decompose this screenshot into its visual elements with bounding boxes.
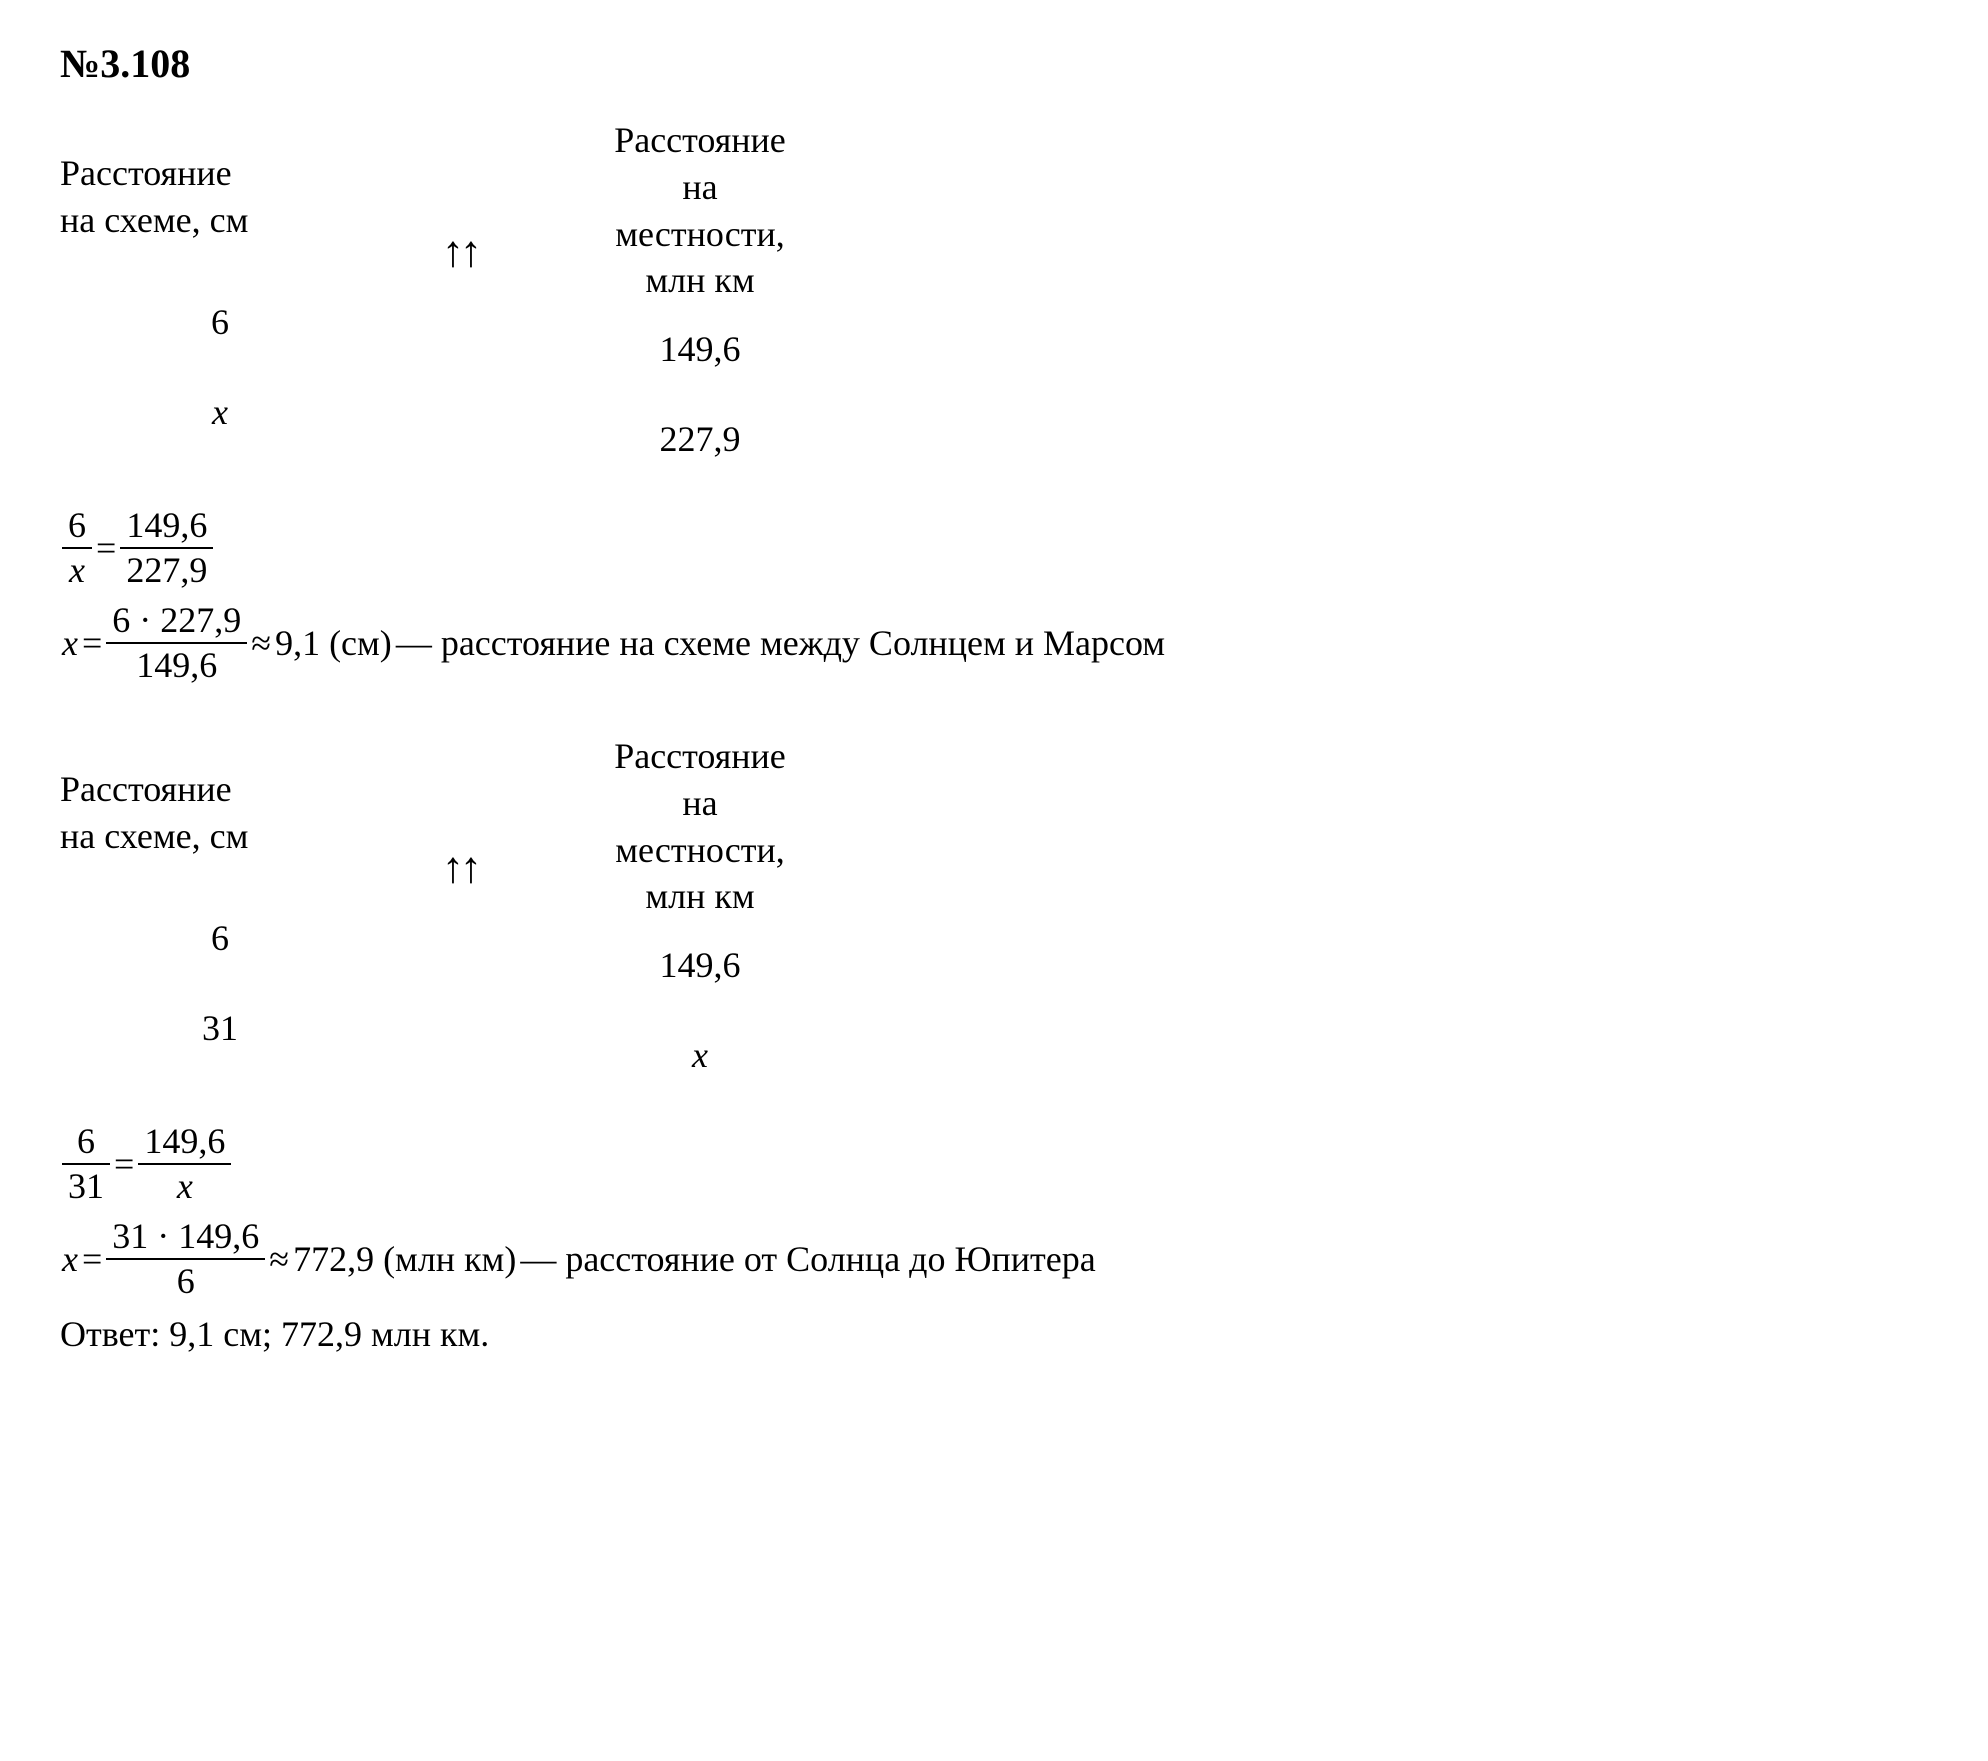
table2-header-mid-l4: млн км [645,873,754,920]
eq12-frac-den: 149,6 [106,644,247,687]
table1-r1-left: 6 [60,277,380,367]
up-arrows-icon: ↑↑ [442,842,478,893]
problem-number: №3.108 [60,40,1928,87]
eq22-approx: ≈ [269,1238,289,1280]
equation-2-1: 6 31 = 149,6 x [60,1120,1928,1208]
table1-header-mid-l1: Расстояние [614,117,786,164]
table2-header-mid-l1: Расстояние [614,733,786,780]
up-arrows-icon: ↑↑ [442,226,478,277]
table1-header-left-l2: на схеме, см [60,197,248,244]
table1-header-mid-l4: млн км [645,257,754,304]
table2-header-left-l1: Расстояние [60,766,232,813]
table2-header-left-l2: на схеме, см [60,813,248,860]
eq22-frac-den: 6 [106,1260,265,1303]
eq11-lhs-num: 6 [62,504,92,549]
table1-header-left-l1: Расстояние [60,150,232,197]
table2-r1-mid: 149,6 [540,920,860,1010]
table1-r2-mid: 227,9 [540,394,860,484]
eq12-lhs: x [62,622,78,664]
table1-header-mid-l3: местности, [615,211,785,258]
eq22-frac-num: 31 · 149,6 [106,1215,265,1260]
table2-r2-mid: x [540,1010,860,1100]
proportion-table-1: Расстояние на схеме, см 6 x ↑↑ Расстояни… [60,117,1928,484]
eq12-frac-num: 6 · 227,9 [106,599,247,644]
table2-header-mid-l3: местности, [615,827,785,874]
eq11-lhs-den: x [62,549,92,592]
eq22-equals: = [82,1238,102,1280]
table1-r2-left: x [60,367,380,457]
equation-2-2: x = 31 · 149,6 6 ≈ 772,9 (млн км) — расс… [60,1215,1928,1303]
table2-r1-left: 6 [60,893,380,983]
eq12-approx: ≈ [251,622,271,664]
equation-1-2: x = 6 · 227,9 149,6 ≈ 9,1 (см) — расстоя… [60,599,1928,687]
eq12-value: 9,1 (см) [275,622,392,664]
eq12-equals: = [82,622,102,664]
table2-r2-left: 31 [60,983,380,1073]
table2-header-mid-l2: на [682,780,717,827]
eq22-explanation: — расстояние от Солнца до Юпитера [520,1238,1095,1280]
eq11-rhs-den: 227,9 [120,549,213,592]
eq12-explanation: — расстояние на схеме между Солнцем и Ма… [396,622,1165,664]
eq21-equals: = [114,1143,134,1185]
eq11-equals: = [96,527,116,569]
eq21-lhs-den: 31 [62,1165,110,1208]
eq21-rhs-num: 149,6 [138,1120,231,1165]
equation-1-1: 6 x = 149,6 227,9 [60,504,1928,592]
answer-line: Ответ: 9,1 см; 772,9 млн км. [60,1313,1928,1355]
eq11-rhs-num: 149,6 [120,504,213,549]
eq21-rhs-den: x [138,1165,231,1208]
table1-r1-mid: 149,6 [540,304,860,394]
table1-header-mid-l2: на [682,164,717,211]
eq21-lhs-num: 6 [62,1120,110,1165]
eq22-lhs: x [62,1238,78,1280]
proportion-table-2: Расстояние на схеме, см 6 31 ↑↑ Расстоян… [60,733,1928,1100]
eq22-value: 772,9 (млн км) [293,1238,516,1280]
